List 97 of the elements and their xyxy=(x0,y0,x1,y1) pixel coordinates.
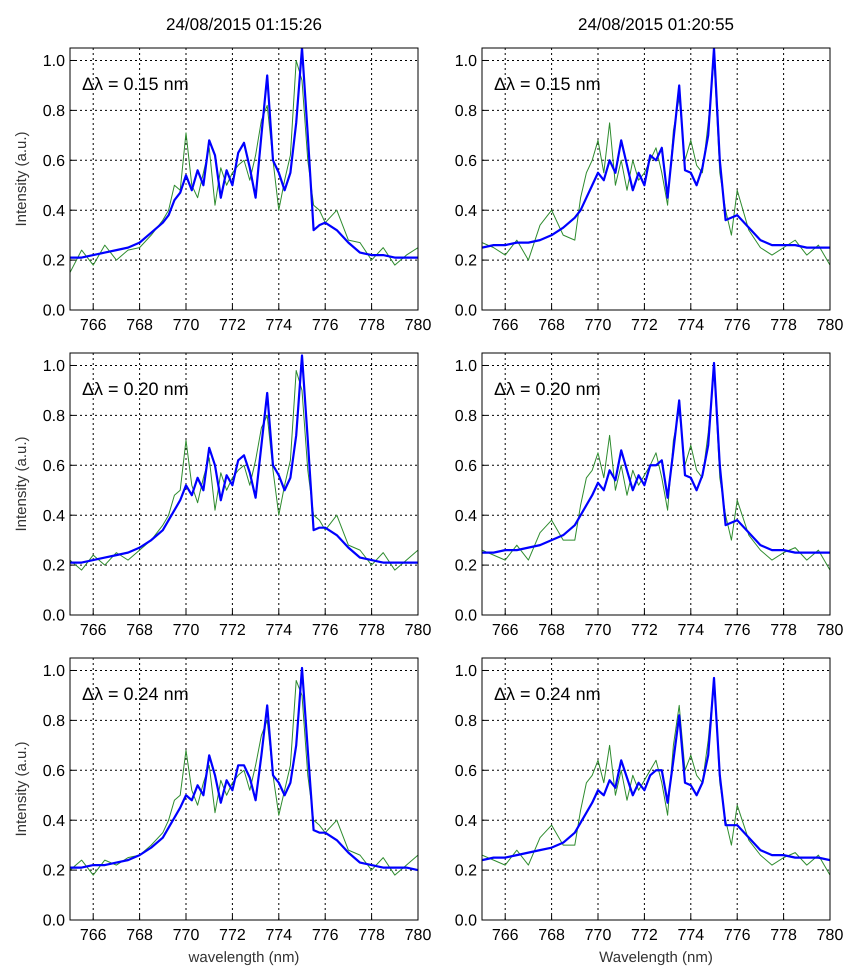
y-tick-label: 0.8 xyxy=(454,102,478,120)
y-tick-label: 1.0 xyxy=(42,663,66,680)
y-tick-label: 0.4 xyxy=(454,202,478,220)
y-tick-label: 0.0 xyxy=(454,912,478,930)
x-tick-label: 778 xyxy=(358,927,386,944)
y-tick-label: 0.0 xyxy=(454,608,478,625)
x-tick-label: 778 xyxy=(358,622,386,639)
x-tick-label: 774 xyxy=(677,927,704,944)
x-tick-label: 768 xyxy=(126,927,154,944)
x-tick-label: 766 xyxy=(492,317,519,334)
y-tick-label: 0.4 xyxy=(42,202,66,220)
x-tick-label: 766 xyxy=(80,317,107,334)
y-tick-label: 0.6 xyxy=(454,152,478,170)
chart-title: 24/08/2015 01:20:55 xyxy=(578,15,734,34)
y-tick-label: 1.0 xyxy=(454,53,478,70)
annotation: Δλ = 0.24 nm xyxy=(82,684,189,704)
x-tick-label: 778 xyxy=(358,317,386,334)
x-tick-label: 776 xyxy=(724,622,751,639)
y-tick-label: 0.8 xyxy=(42,102,66,120)
x-tick-label: 768 xyxy=(126,622,154,639)
y-tick-label: 1.0 xyxy=(454,358,478,376)
annotation: Δλ = 0.20 nm xyxy=(494,379,601,399)
y-tick-label: 0.6 xyxy=(42,152,66,170)
y-axis-title: Intensity (a.u.) xyxy=(13,741,30,837)
x-axis-title: Wavelength (nm) xyxy=(599,949,713,966)
y-tick-label: 0.4 xyxy=(454,508,478,525)
y-tick-label: 0.8 xyxy=(42,712,66,730)
x-tick-label: 770 xyxy=(172,317,200,334)
y-tick-label: 0.2 xyxy=(42,252,66,270)
y-tick-label: 0.6 xyxy=(454,458,478,475)
y-tick-label: 0.4 xyxy=(42,812,66,830)
y-tick-label: 0.2 xyxy=(42,558,66,575)
x-tick-label: 780 xyxy=(816,317,844,334)
x-tick-label: 774 xyxy=(265,622,292,639)
x-tick-label: 776 xyxy=(312,622,339,639)
y-tick-label: 0.2 xyxy=(454,862,478,880)
x-tick-label: 770 xyxy=(172,927,200,944)
x-tick-label: 780 xyxy=(404,927,432,944)
x-tick-label: 780 xyxy=(404,622,432,639)
annotation: Δλ = 0.20 nm xyxy=(82,379,189,399)
x-tick-label: 774 xyxy=(265,317,292,334)
x-tick-label: 772 xyxy=(219,317,246,334)
y-tick-label: 0.2 xyxy=(454,252,478,270)
x-tick-label: 766 xyxy=(80,622,107,639)
y-tick-label: 0.8 xyxy=(454,712,478,730)
x-tick-label: 768 xyxy=(126,317,154,334)
x-tick-label: 778 xyxy=(770,622,798,639)
y-tick-label: 0.0 xyxy=(42,912,66,930)
y-tick-label: 1.0 xyxy=(42,53,66,70)
annotation: Δλ = 0.15 nm xyxy=(82,74,189,94)
x-tick-label: 774 xyxy=(265,927,292,944)
y-axis-title: Intensity (a.u.) xyxy=(13,436,30,532)
x-tick-label: 780 xyxy=(816,927,844,944)
x-tick-label: 772 xyxy=(631,622,658,639)
chart-title: 24/08/2015 01:15:26 xyxy=(166,15,322,34)
y-tick-label: 1.0 xyxy=(42,358,66,376)
x-tick-label: 772 xyxy=(219,622,246,639)
x-tick-label: 768 xyxy=(538,317,566,334)
y-tick-label: 0.0 xyxy=(454,302,478,320)
x-tick-label: 770 xyxy=(172,622,200,639)
x-tick-label: 766 xyxy=(492,622,519,639)
x-tick-label: 772 xyxy=(219,927,246,944)
x-tick-label: 780 xyxy=(404,317,432,334)
y-tick-label: 0.0 xyxy=(42,608,66,625)
x-tick-label: 772 xyxy=(631,317,658,334)
x-tick-label: 772 xyxy=(631,927,658,944)
y-tick-label: 1.0 xyxy=(454,663,478,680)
y-tick-label: 0.8 xyxy=(454,408,478,425)
x-tick-label: 774 xyxy=(677,622,704,639)
annotation: Δλ = 0.15 nm xyxy=(494,74,601,94)
y-axis-title: Intensity (a.u.) xyxy=(13,131,30,227)
x-tick-label: 776 xyxy=(312,927,339,944)
y-tick-label: 0.6 xyxy=(454,762,478,780)
x-tick-label: 766 xyxy=(492,927,519,944)
annotation: Δλ = 0.24 nm xyxy=(494,684,601,704)
x-tick-label: 776 xyxy=(312,317,339,334)
x-tick-label: 774 xyxy=(677,317,704,334)
y-tick-label: 0.6 xyxy=(42,458,66,475)
x-axis-title: wavelength (nm) xyxy=(188,949,300,966)
x-tick-label: 776 xyxy=(724,317,751,334)
x-tick-label: 766 xyxy=(80,927,107,944)
x-tick-label: 780 xyxy=(816,622,844,639)
x-tick-label: 770 xyxy=(584,317,612,334)
x-tick-label: 778 xyxy=(770,317,798,334)
y-tick-label: 0.4 xyxy=(454,812,478,830)
y-tick-label: 0.6 xyxy=(42,762,66,780)
x-tick-label: 776 xyxy=(724,927,751,944)
x-tick-label: 770 xyxy=(584,927,612,944)
x-tick-label: 768 xyxy=(538,927,566,944)
y-tick-label: 0.4 xyxy=(42,508,66,525)
x-tick-label: 770 xyxy=(584,622,612,639)
x-tick-label: 778 xyxy=(770,927,798,944)
y-tick-label: 0.2 xyxy=(42,862,66,880)
y-tick-label: 0.0 xyxy=(42,302,66,320)
x-tick-label: 768 xyxy=(538,622,566,639)
y-tick-label: 0.8 xyxy=(42,408,66,425)
y-tick-label: 0.2 xyxy=(454,558,478,575)
